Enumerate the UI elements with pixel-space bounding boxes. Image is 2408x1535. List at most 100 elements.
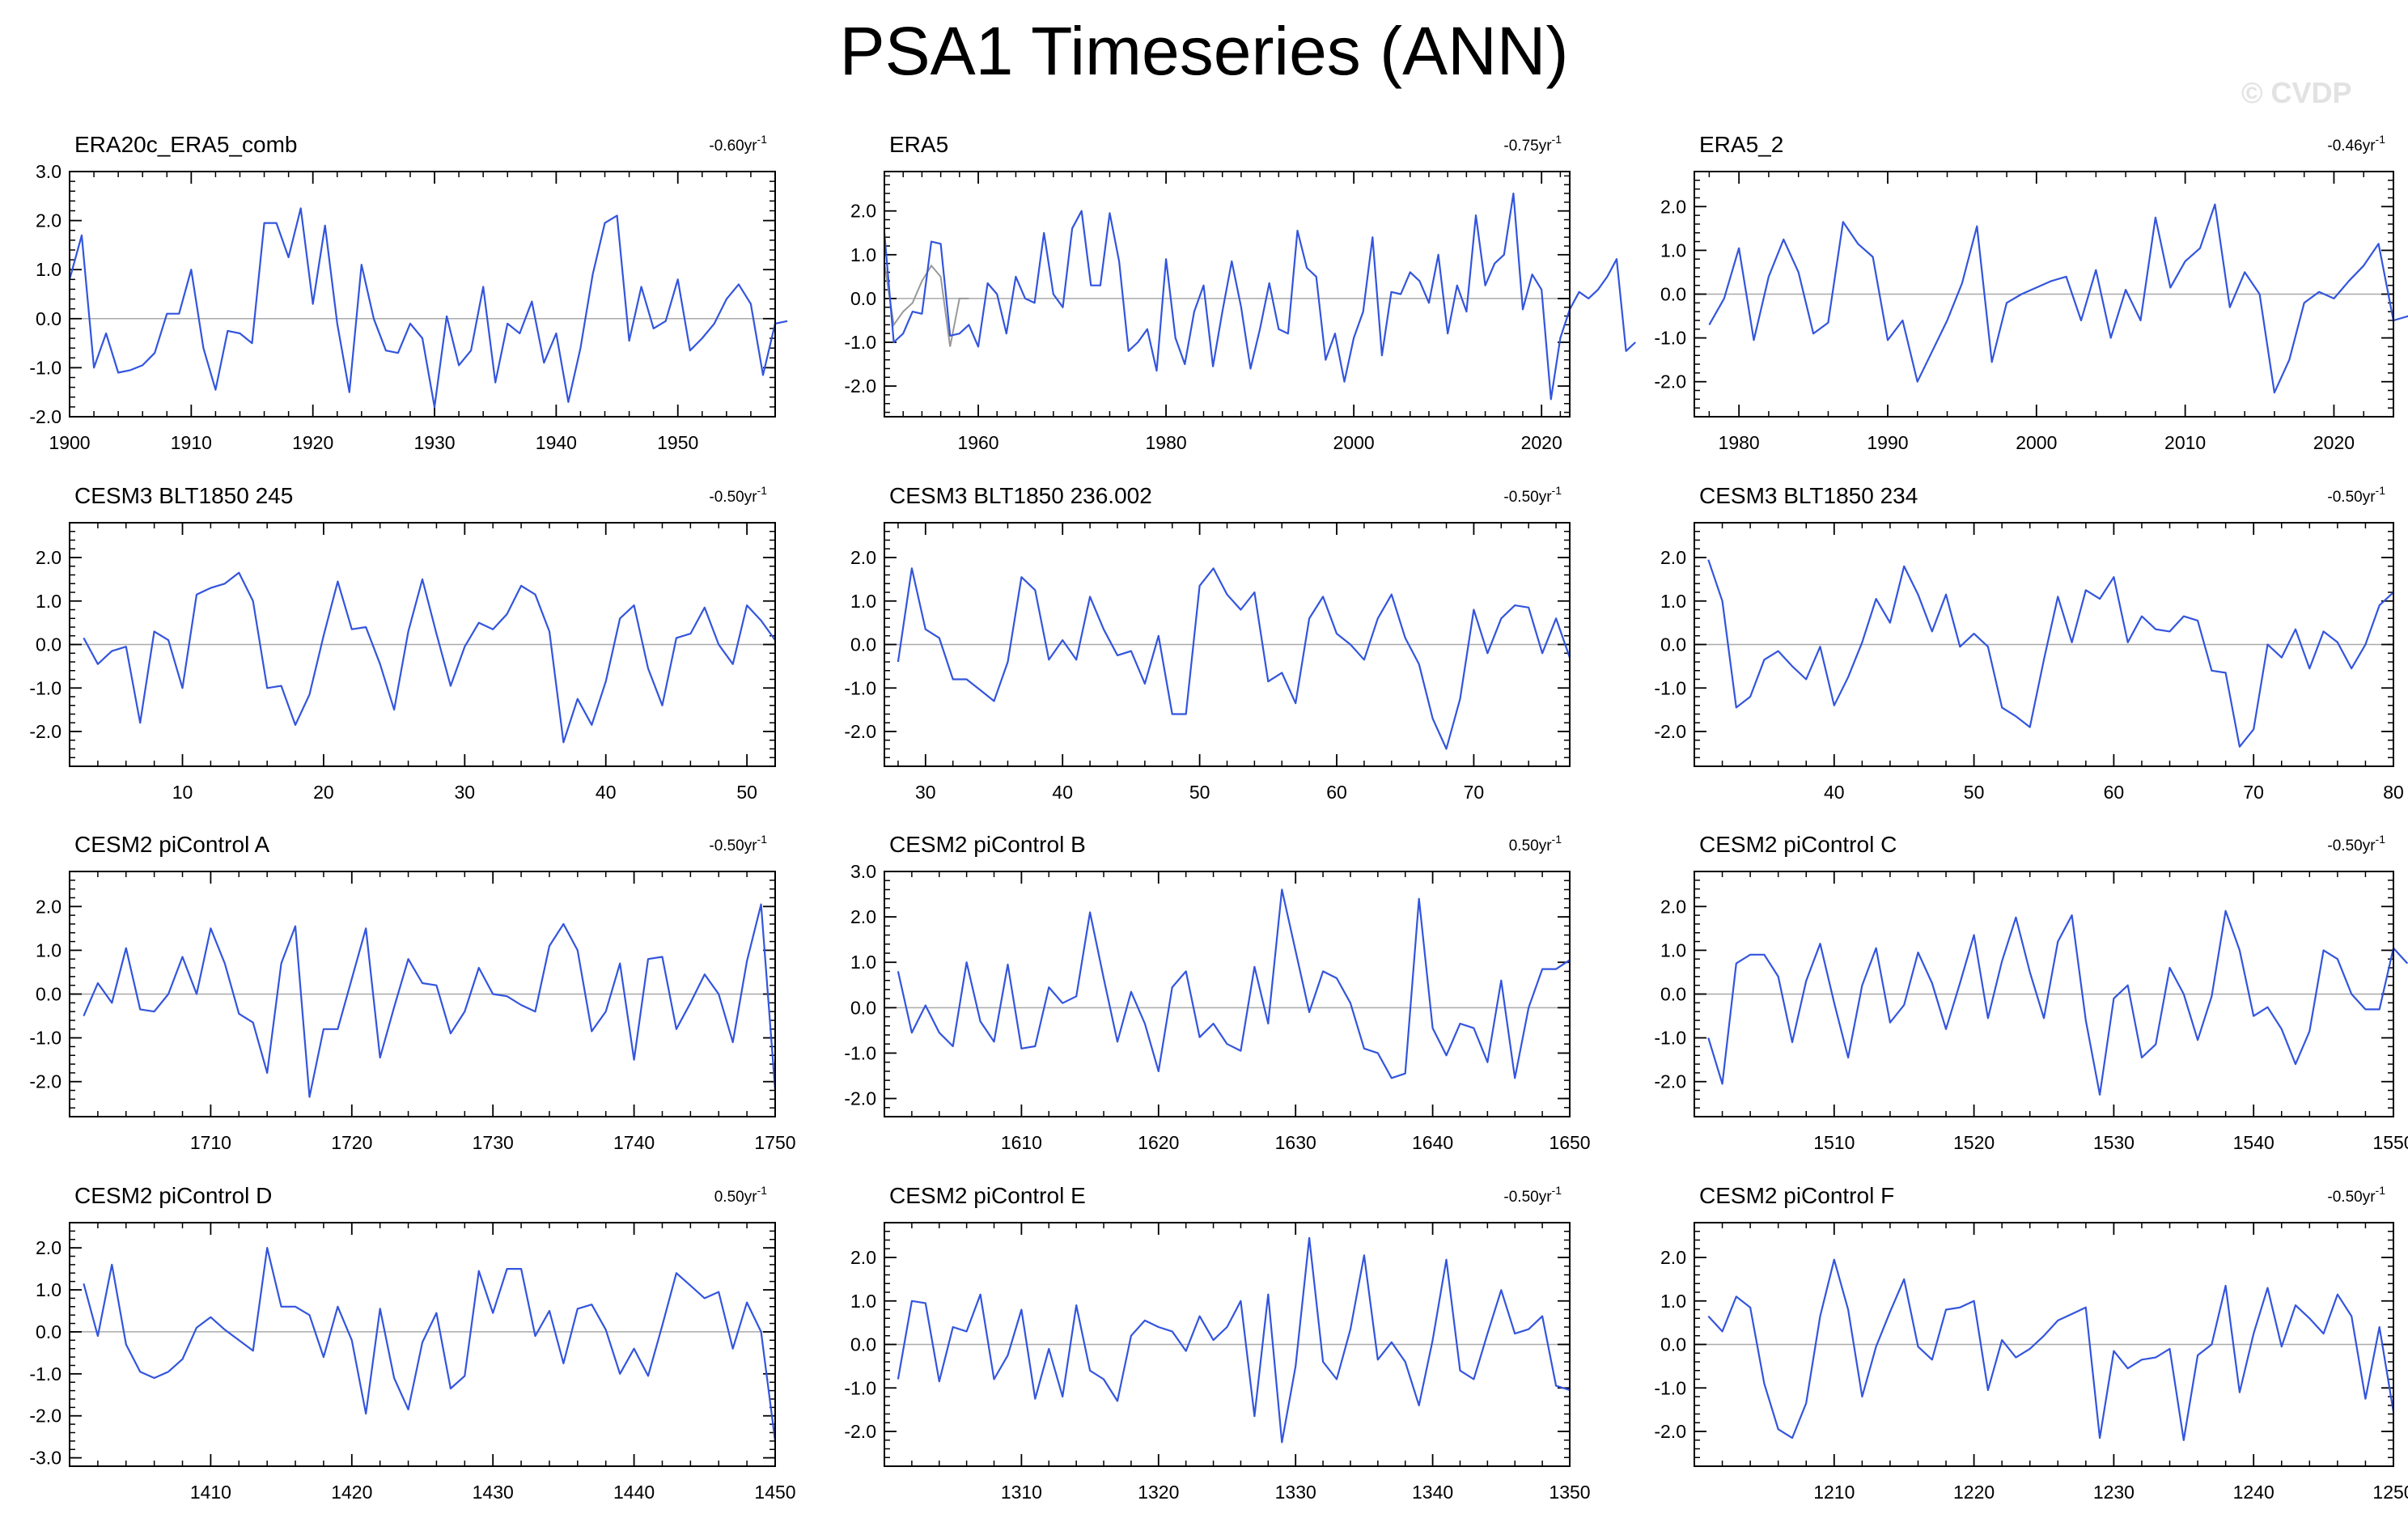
plot-frame [69, 522, 776, 767]
y-tick-label: 0.0 [36, 984, 61, 1005]
panel-8: CESM2 piControl B 0.50yr-1 -2.0 -1.0 0.0 1.0 2… [844, 832, 1590, 1153]
y-tick-label: 0.0 [36, 634, 61, 655]
x-tick-label: 1450 [754, 1482, 795, 1503]
y-tick-label: -1.0 [29, 357, 61, 378]
trend-exponent: -1 [2376, 1184, 2386, 1197]
page-title: PSA1 Timeseries (ANN) [839, 13, 1569, 89]
y-tick-label: -2.0 [1654, 721, 1686, 742]
x-tick-label: 70 [1464, 782, 1485, 803]
x-tick-label: 50 [1964, 782, 1985, 803]
plot-frame [884, 171, 1571, 418]
series-line [883, 193, 1636, 401]
panel-title: ERA20c_ERA5_comb [74, 132, 297, 157]
trend-label: -0.50yr-1 [709, 484, 767, 506]
y-tick-label: 0.0 [850, 997, 876, 1018]
panel-11: CESM2 piControl E -0.50yr-1 -2.0 -1.0 0.0 1.0… [844, 1183, 1590, 1503]
y-tick-label: -2.0 [29, 721, 61, 742]
trend-exponent: -1 [1552, 833, 1562, 846]
x-tick-label: 1510 [1813, 1132, 1855, 1153]
series-line [897, 567, 1571, 750]
x-tick-label: 1230 [2093, 1482, 2135, 1503]
panel-7: CESM2 piControl A -0.50yr-1 -2.0 -1.0 0.0 1.0… [29, 832, 795, 1153]
x-tick-label: 1740 [613, 1132, 655, 1153]
y-tick-label: 1.0 [1660, 240, 1686, 261]
series-line [83, 571, 776, 744]
trend-exponent: -1 [757, 133, 768, 146]
y-tick-label: 1.0 [850, 1291, 876, 1312]
panel-title: CESM3 BLT1850 236.002 [889, 483, 1152, 508]
series-line [1707, 1258, 2395, 1441]
y-tick-label: 2.0 [36, 547, 61, 568]
plot-frame [1694, 1222, 2394, 1467]
y-tick-label: -1.0 [1654, 328, 1686, 349]
plot-frame [1694, 171, 2394, 418]
x-tick-label: 1340 [1412, 1482, 1453, 1503]
plot-frame [1694, 522, 2394, 767]
trend-label: 0.50yr-1 [714, 1184, 767, 1206]
x-tick-label: 1930 [413, 432, 455, 453]
y-tick-label: -2.0 [1654, 1421, 1686, 1442]
series-line [897, 888, 1571, 1079]
y-tick-label: -2.0 [29, 1406, 61, 1427]
y-tick-label: 2.0 [850, 906, 876, 927]
panel-title: CESM2 piControl D [74, 1183, 272, 1208]
y-tick-label: 1.0 [1660, 1291, 1686, 1312]
x-tick-label: 1720 [331, 1132, 372, 1153]
x-tick-label: 1250 [2372, 1482, 2408, 1503]
x-tick-label: 2000 [2016, 432, 2057, 453]
x-tick-label: 1240 [2233, 1482, 2274, 1503]
panel-title: CESM2 piControl B [889, 832, 1086, 857]
series-line [1707, 559, 2394, 748]
plot-frame [884, 522, 1571, 767]
y-tick-label: 1.0 [36, 1279, 61, 1300]
y-tick-label: 1.0 [36, 259, 61, 280]
y-tick-label: 2.0 [36, 210, 61, 231]
y-tick-label: 2.0 [850, 547, 876, 568]
trend-label: -0.50yr-1 [1503, 484, 1562, 506]
panel-2: ERA5 -0.75yr-1 -2.0 -1.0 0.0 1.0 2.0 1960 1980 20… [844, 132, 1636, 453]
x-tick-label: 1650 [1549, 1132, 1590, 1153]
y-tick-label: -1.0 [1654, 677, 1686, 698]
trend-exponent: -1 [1552, 133, 1562, 146]
trend-label: -0.50yr-1 [2327, 1184, 2385, 1206]
series-line [68, 207, 788, 408]
plot-frame [69, 171, 776, 418]
panel-title: CESM2 piControl C [1699, 832, 1897, 857]
x-tick-label: 60 [1326, 782, 1347, 803]
x-tick-label: 1940 [536, 432, 577, 453]
x-tick-label: 1710 [190, 1132, 231, 1153]
x-tick-label: 1900 [49, 432, 90, 453]
y-tick-label: 2.0 [36, 896, 61, 917]
y-tick-label: 1.0 [850, 591, 876, 612]
panel-3: ERA5_2 -0.46yr-1 -2.0 -1.0 0.0 1.0 2.0 1980 1990… [1654, 132, 2408, 453]
trend-exponent: -1 [757, 1184, 768, 1197]
x-tick-label: 30 [455, 782, 476, 803]
x-tick-label: 1910 [171, 432, 212, 453]
panel-4: CESM3 BLT1850 245 -0.50yr-1 -2.0 -1.0 0.0 1.0… [29, 483, 776, 803]
y-tick-label: -2.0 [1654, 1071, 1686, 1092]
watermark: © CVDP [2241, 76, 2352, 109]
trend-label: 0.50yr-1 [1509, 833, 1562, 854]
x-tick-label: 40 [1052, 782, 1073, 803]
x-tick-label: 1980 [1719, 432, 1760, 453]
y-tick-label: -1.0 [1654, 1028, 1686, 1049]
x-tick-label: 40 [596, 782, 617, 803]
x-tick-label: 20 [313, 782, 334, 803]
panel-5: CESM3 BLT1850 236.002 -0.50yr-1 -2.0 -1.0 0.… [844, 483, 1571, 803]
x-tick-label: 1540 [2233, 1132, 2274, 1153]
y-tick-label: 3.0 [36, 161, 61, 182]
y-tick-label: 0.0 [1660, 284, 1686, 305]
x-tick-label: 1530 [2093, 1132, 2135, 1153]
plot-frame [884, 1222, 1571, 1467]
y-tick-label: 2.0 [1660, 196, 1686, 217]
y-tick-label: -2.0 [29, 406, 61, 427]
x-tick-label: 30 [915, 782, 936, 803]
plot-frame [884, 871, 1571, 1117]
x-tick-label: 60 [2104, 782, 2125, 803]
x-tick-label: 2020 [1521, 432, 1562, 453]
series-line [1708, 203, 2408, 394]
panel-title: CESM2 piControl A [74, 832, 270, 857]
panel-title: ERA5_2 [1699, 132, 1783, 157]
y-tick-label: 2.0 [850, 201, 876, 222]
trend-exponent: -1 [1552, 484, 1562, 497]
